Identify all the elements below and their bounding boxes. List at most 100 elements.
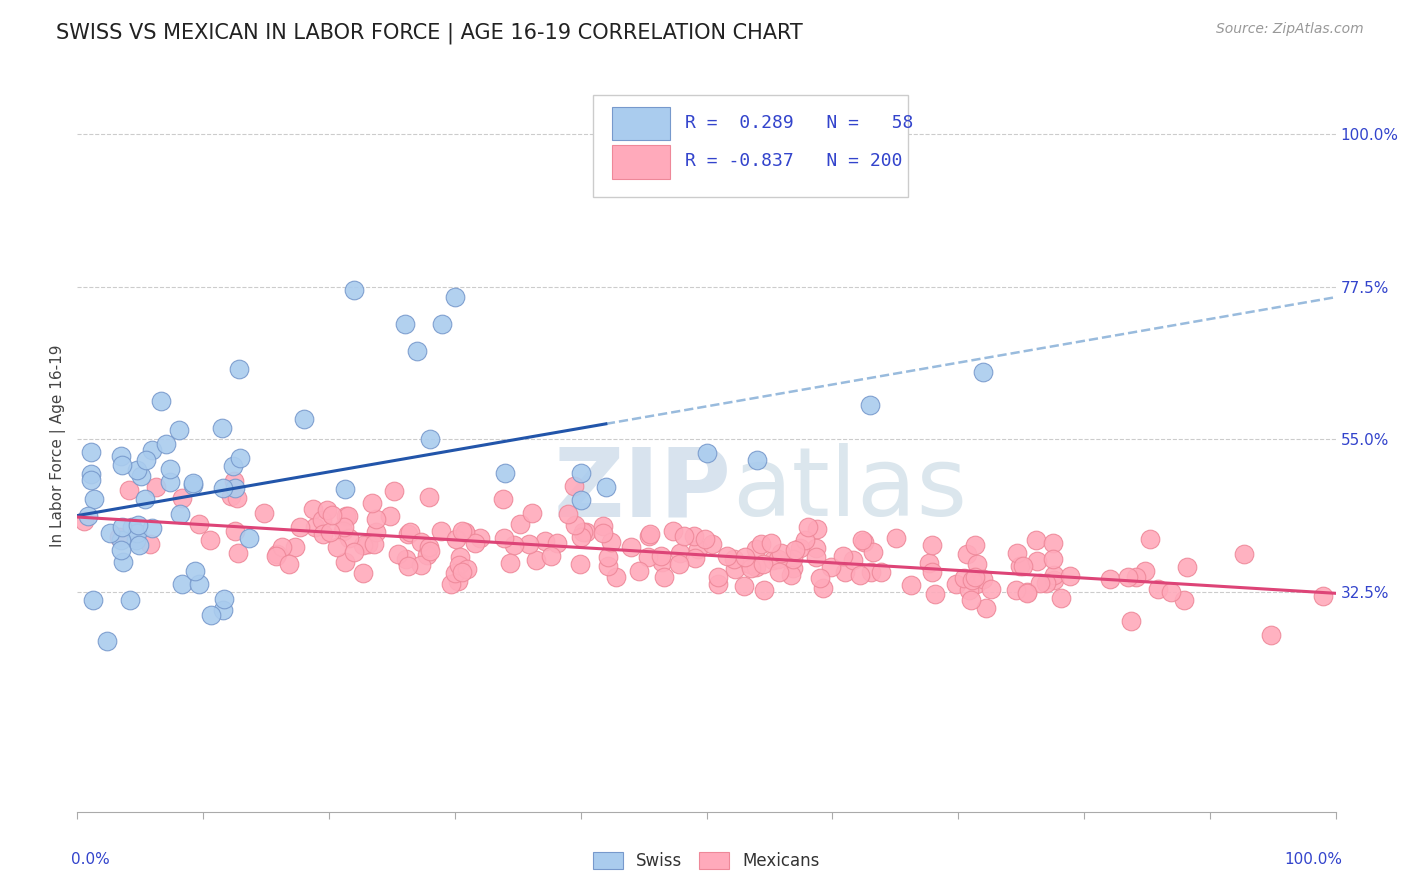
Point	[503, 537, 526, 551]
Point	[1098, 572, 1121, 586]
Point	[1059, 569, 1081, 583]
Point	[768, 551, 790, 566]
Point	[1025, 554, 1047, 568]
Point	[1012, 558, 1035, 573]
Point	[363, 537, 385, 551]
Point	[409, 534, 432, 549]
Point	[212, 592, 235, 607]
Point	[271, 540, 294, 554]
Point	[808, 571, 831, 585]
Point	[966, 557, 988, 571]
Point	[707, 577, 730, 591]
Point	[564, 518, 586, 533]
Point	[759, 536, 782, 550]
Point	[638, 529, 661, 543]
Point	[449, 558, 471, 572]
FancyBboxPatch shape	[612, 107, 671, 140]
Point	[745, 452, 768, 467]
Point	[288, 520, 311, 534]
Point	[181, 478, 204, 492]
Point	[522, 506, 544, 520]
Point	[782, 552, 804, 566]
Point	[693, 533, 716, 547]
Point	[111, 555, 134, 569]
Point	[419, 544, 441, 558]
Point	[302, 502, 325, 516]
Text: ZIP: ZIP	[554, 443, 731, 536]
Point	[224, 524, 246, 538]
Point	[1015, 584, 1038, 599]
Point	[853, 535, 876, 549]
Point	[278, 557, 301, 571]
Point	[921, 566, 943, 580]
Point	[335, 509, 357, 524]
Point	[1147, 582, 1170, 597]
Point	[169, 508, 191, 522]
Point	[963, 538, 986, 552]
Point	[188, 517, 211, 532]
Point	[111, 458, 134, 473]
Point	[121, 520, 143, 534]
Point	[1042, 536, 1064, 550]
Point	[957, 582, 980, 597]
Point	[600, 535, 623, 549]
Point	[752, 582, 775, 597]
Point	[336, 509, 359, 524]
Point	[524, 553, 547, 567]
Point	[953, 571, 976, 585]
Point	[188, 577, 211, 591]
Point	[284, 541, 307, 555]
Point	[446, 532, 468, 546]
Point	[960, 593, 983, 607]
Point	[198, 533, 221, 547]
Point	[569, 530, 592, 544]
Point	[141, 521, 163, 535]
Point	[650, 549, 672, 564]
Point	[125, 463, 148, 477]
Point	[135, 453, 157, 467]
Point	[575, 524, 598, 539]
Point	[316, 503, 339, 517]
Point	[924, 586, 946, 600]
Point	[107, 530, 129, 544]
Point	[396, 527, 419, 541]
Point	[419, 432, 441, 446]
Point	[169, 423, 191, 437]
Point	[862, 544, 884, 558]
Point	[651, 555, 673, 569]
Point	[696, 446, 718, 460]
Point	[1050, 591, 1073, 605]
Point	[333, 482, 356, 496]
Point	[228, 546, 250, 560]
Point	[592, 519, 614, 533]
Point	[394, 317, 416, 331]
Point	[387, 547, 409, 561]
Point	[1135, 564, 1157, 578]
Point	[494, 466, 516, 480]
Point	[1312, 589, 1334, 603]
Text: atlas: atlas	[731, 443, 967, 536]
Point	[1125, 570, 1147, 584]
Point	[972, 364, 994, 378]
Text: 100.0%: 100.0%	[1284, 852, 1341, 867]
Point	[789, 541, 811, 555]
Text: 0.0%: 0.0%	[72, 852, 110, 867]
Point	[378, 508, 401, 523]
Point	[662, 524, 685, 538]
Point	[396, 558, 419, 573]
Point	[724, 562, 747, 576]
Point	[352, 538, 374, 552]
Point	[734, 579, 756, 593]
Point	[945, 577, 967, 591]
Point	[211, 481, 233, 495]
Point	[1043, 568, 1066, 582]
Point	[361, 496, 384, 510]
Point	[851, 533, 873, 547]
Point	[253, 506, 276, 520]
Point	[557, 507, 579, 521]
Point	[79, 473, 101, 487]
Point	[683, 529, 706, 543]
Point	[569, 493, 592, 508]
Point	[134, 491, 156, 506]
Point	[637, 550, 659, 565]
